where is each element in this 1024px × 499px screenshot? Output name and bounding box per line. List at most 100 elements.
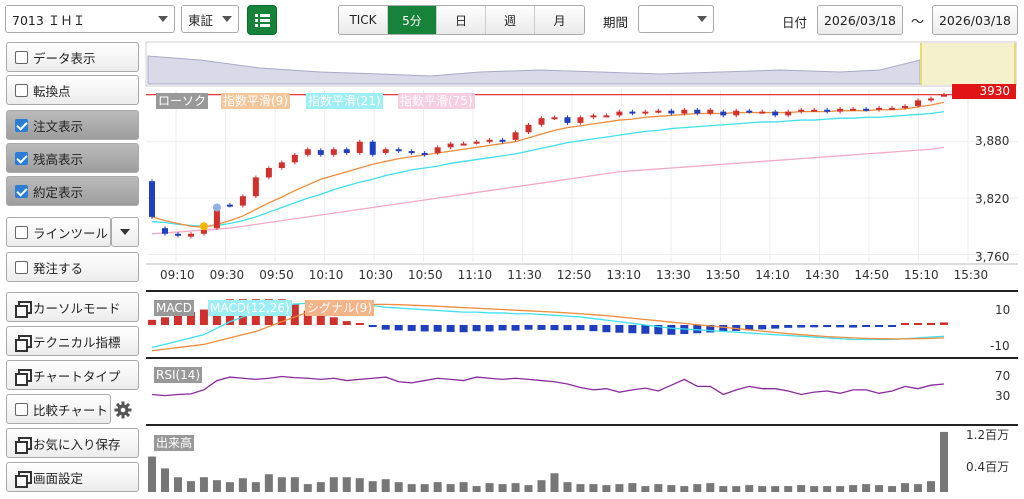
interval-week[interactable]: 週 <box>486 6 535 34</box>
volume-bar <box>719 486 728 492</box>
macd-histogram-bar <box>862 325 871 327</box>
volume-bar <box>537 480 546 492</box>
volume-bar <box>641 486 650 492</box>
candle <box>421 152 428 155</box>
caret-down-icon <box>120 229 130 235</box>
candle <box>772 111 779 116</box>
macd-histogram-bar <box>173 314 182 325</box>
candle <box>252 177 259 197</box>
volume-bar <box>602 485 611 492</box>
x-tick: 09:10 <box>160 268 195 282</box>
legend-ema9: 指数平滑(9) <box>221 93 290 109</box>
interval-day[interactable]: 日 <box>437 6 486 34</box>
x-tick: 13:10 <box>606 268 641 282</box>
line-tool-dropdown[interactable] <box>111 217 139 247</box>
y-tick: 30 <box>995 389 1011 403</box>
y-tick: -10 <box>990 339 1010 353</box>
macd-histogram-bar <box>823 325 832 328</box>
date-to-field[interactable]: 2026/03/18 <box>932 5 1018 35</box>
candle <box>837 108 844 112</box>
volume-bar <box>615 484 624 492</box>
y-tick: 3,880 <box>975 134 1010 148</box>
period-select[interactable] <box>638 5 714 33</box>
legend-macd-line: MACD(12,26) <box>208 300 292 316</box>
technical-indicator-button[interactable]: テクニカル指標 <box>6 326 139 356</box>
volume-bar <box>628 483 637 492</box>
order-display-toggle[interactable]: 注文表示 <box>6 110 139 140</box>
date-from-field[interactable]: 2026/03/18 <box>817 5 903 35</box>
place-order-toggle[interactable]: 発注する <box>6 252 139 282</box>
turning-point-toggle[interactable]: 転換点 <box>6 75 139 105</box>
volume-bar <box>836 486 845 492</box>
macd-histogram-bar <box>940 322 948 325</box>
x-tick: 09:50 <box>259 268 294 282</box>
interval-tick[interactable]: TICK <box>339 6 388 34</box>
macd-histogram-bar <box>199 309 208 325</box>
legend-candle: ローソク <box>156 93 209 109</box>
symbol-select[interactable]: 7013 ＩＨＩ <box>5 5 175 33</box>
candle <box>239 196 246 206</box>
signal-line <box>151 303 945 352</box>
candle <box>265 168 272 178</box>
line-tool-toggle[interactable]: ラインツール <box>6 217 111 247</box>
interval-month[interactable]: 月 <box>535 6 584 34</box>
x-tick: 12:50 <box>556 268 592 282</box>
execution-display-toggle[interactable]: 約定表示 <box>6 176 139 206</box>
macd-histogram-bar <box>459 325 468 333</box>
volume-bar <box>277 477 286 492</box>
candle <box>928 98 935 101</box>
candle <box>681 109 688 114</box>
candle <box>655 110 662 113</box>
candle <box>460 143 467 146</box>
save-favorite-button[interactable]: お気に入り保存 <box>6 428 139 458</box>
x-tick: 11:30 <box>507 268 542 282</box>
macd-histogram-bar <box>355 323 364 325</box>
candle <box>603 115 610 118</box>
checkbox-icon <box>15 402 28 416</box>
volume-bar <box>745 485 754 492</box>
data-display-toggle[interactable]: データ表示 <box>6 42 139 72</box>
volume-bar <box>940 431 948 492</box>
navigator-handle-right <box>1014 43 1016 85</box>
gear-icon[interactable] <box>113 400 133 420</box>
volume-bar <box>758 486 767 492</box>
volume-bar <box>251 482 260 492</box>
x-tick: 14:10 <box>755 268 790 282</box>
macd-histogram-bar <box>511 325 520 331</box>
ema75-line <box>151 146 945 235</box>
macd-histogram-bar <box>589 325 598 332</box>
macd-histogram-bar <box>394 325 403 331</box>
candle <box>512 132 519 140</box>
execution-marker <box>199 222 208 231</box>
volume-bar <box>784 486 793 492</box>
compare-chart-toggle[interactable]: 比較チャート <box>6 394 111 424</box>
legend-ema21: 指数平滑(21) <box>306 93 383 109</box>
chart-type-button[interactable]: チャートタイプ <box>6 360 139 390</box>
volume-bar <box>485 483 494 492</box>
y-tick: 3,820 <box>975 192 1010 206</box>
navigator-series <box>147 55 921 85</box>
order-display-label: 注文表示 <box>33 118 84 134</box>
volume-bar <box>459 482 468 492</box>
list-menu-button[interactable] <box>247 5 277 35</box>
macd-histogram-bar <box>381 325 390 330</box>
candle <box>161 228 168 234</box>
volume-bar <box>148 456 156 492</box>
x-tick: 14:50 <box>854 268 889 282</box>
volume-bar <box>433 482 442 492</box>
candle <box>733 110 740 116</box>
screen-settings-button[interactable]: 画面設定 <box>6 462 139 492</box>
legend-macd: MACD <box>154 300 194 316</box>
volume-bar <box>810 486 819 492</box>
position-display-toggle[interactable]: 残高表示 <box>6 143 139 173</box>
market-select[interactable]: 東証 <box>181 5 239 33</box>
cursor-mode-button[interactable]: カーソルモード <box>6 292 139 322</box>
interval-5min[interactable]: 5分 <box>388 6 437 34</box>
macd-histogram-bar <box>485 325 494 332</box>
volume-bar <box>706 483 715 492</box>
macd-histogram-bar <box>901 323 910 325</box>
macd-histogram-bar <box>927 322 936 325</box>
cursor-mode-label: カーソルモード <box>33 300 121 316</box>
volume-bar <box>576 484 585 492</box>
